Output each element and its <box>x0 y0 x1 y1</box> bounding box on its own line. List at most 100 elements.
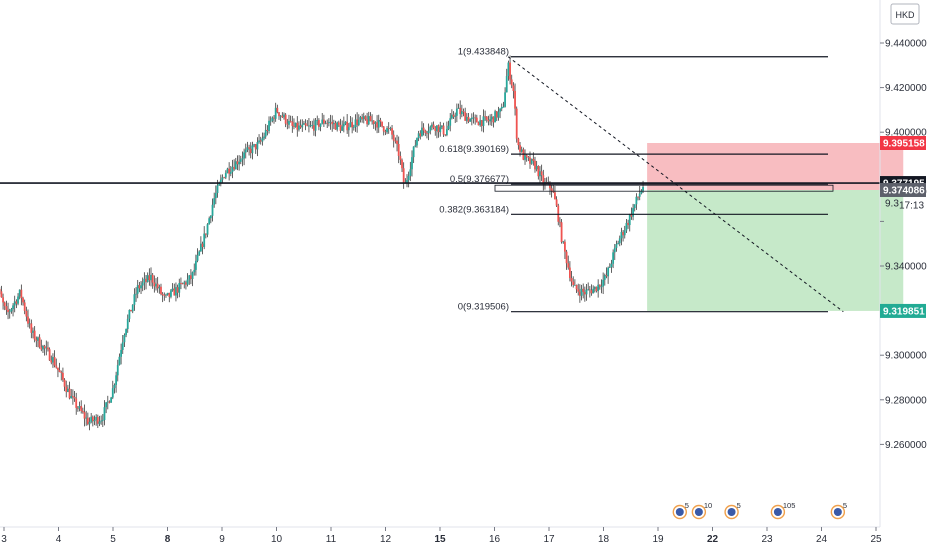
candle-body <box>534 160 536 170</box>
candle-body <box>266 129 269 132</box>
candle-body <box>505 76 508 93</box>
event-marker[interactable]: 10 <box>691 501 712 520</box>
candle-body <box>510 79 513 86</box>
candle-body <box>434 127 437 131</box>
axis-price-label-partial: 9.3 <box>885 199 899 210</box>
candle-body <box>336 122 339 130</box>
candle-body <box>623 230 626 236</box>
candle-body <box>640 190 643 194</box>
candle-body <box>248 147 250 149</box>
candle-body <box>55 365 58 368</box>
candle-body <box>313 125 315 131</box>
currency-box[interactable]: HKD <box>890 3 920 25</box>
candle-body <box>256 142 259 150</box>
candle-body <box>110 397 113 403</box>
event-marker[interactable]: 5 <box>724 501 741 520</box>
x-tick-label: 19 <box>652 534 664 545</box>
candle-body <box>319 123 322 127</box>
candle-body <box>221 177 224 180</box>
candle-body <box>96 417 99 424</box>
candle-body <box>396 140 398 145</box>
candle-body <box>286 123 289 125</box>
candle-body <box>377 119 380 128</box>
candle-body <box>327 122 330 124</box>
candle-body <box>106 401 109 403</box>
event-count-label: 5 <box>685 501 689 510</box>
candle-body <box>342 123 345 127</box>
candle-body <box>341 126 344 131</box>
candle-body <box>146 275 149 282</box>
event-marker[interactable]: 105 <box>770 501 795 520</box>
candle-body <box>447 125 450 130</box>
candle-body <box>93 419 96 422</box>
event-marker[interactable]: 5 <box>672 501 689 520</box>
candle-body <box>249 148 252 154</box>
candle-body <box>138 285 141 289</box>
candle-body <box>193 269 196 273</box>
candle-body <box>449 118 452 126</box>
candle-body <box>216 185 219 194</box>
candle-body <box>268 120 270 132</box>
candle-body <box>243 152 245 159</box>
candle-body <box>472 117 475 119</box>
candle-body <box>198 251 201 255</box>
candle-body <box>120 349 122 357</box>
candle-body <box>467 116 470 122</box>
candle-body <box>123 334 126 343</box>
candle-body <box>524 155 526 160</box>
candle-body <box>499 108 501 112</box>
event-marker[interactable]: 5 <box>830 501 847 520</box>
candle-body <box>489 119 492 122</box>
event-markers[interactable]: 5 10 5 105 5 <box>672 501 847 520</box>
candle-body <box>156 283 159 289</box>
candle-body <box>490 116 493 120</box>
candle-body <box>238 161 241 165</box>
fib-level-label: 0.5(9.376677) <box>450 174 509 185</box>
candle-body <box>587 289 590 291</box>
candle-body <box>583 291 586 295</box>
candle-body <box>374 122 377 124</box>
candle-body <box>125 329 127 335</box>
candle-body <box>303 123 305 125</box>
candle-body <box>48 349 51 361</box>
candle-body <box>462 111 465 113</box>
candle-body <box>550 188 553 191</box>
candle-body <box>258 140 260 143</box>
candle-body <box>35 339 38 341</box>
candle-body <box>291 121 294 126</box>
candle-body <box>18 289 21 297</box>
candle-body <box>582 288 585 292</box>
candle-body <box>439 127 442 133</box>
candle-body <box>334 122 337 130</box>
candle-body <box>224 172 227 178</box>
candle-body <box>562 241 565 243</box>
candle-body <box>332 122 335 125</box>
take-profit-zone <box>647 189 904 311</box>
candle-body <box>259 140 262 142</box>
fib-level-label: 0(9.319506) <box>458 302 509 313</box>
candle-body <box>314 120 317 131</box>
candle-body <box>452 114 455 117</box>
candle-body <box>151 274 154 283</box>
candle-body <box>347 127 350 131</box>
candle-body <box>569 267 571 279</box>
candle-body <box>316 120 319 121</box>
candle-body <box>379 119 382 122</box>
price-tag-label: 9.319851 <box>883 306 925 317</box>
candles <box>0 55 644 431</box>
candle-body <box>301 124 304 128</box>
candle-body <box>160 286 162 294</box>
candle-body <box>30 323 33 333</box>
candle-body <box>68 388 71 399</box>
candle-body <box>618 238 621 244</box>
candle-body <box>494 111 496 123</box>
candle-body <box>304 123 307 126</box>
candle-body <box>311 125 314 126</box>
candle-body <box>186 279 189 285</box>
candle-body <box>173 288 176 296</box>
candle-body <box>515 108 518 139</box>
fib-level-label: 0.382(9.363184) <box>439 204 509 215</box>
candle-body <box>178 283 181 293</box>
candle-body <box>520 149 523 152</box>
